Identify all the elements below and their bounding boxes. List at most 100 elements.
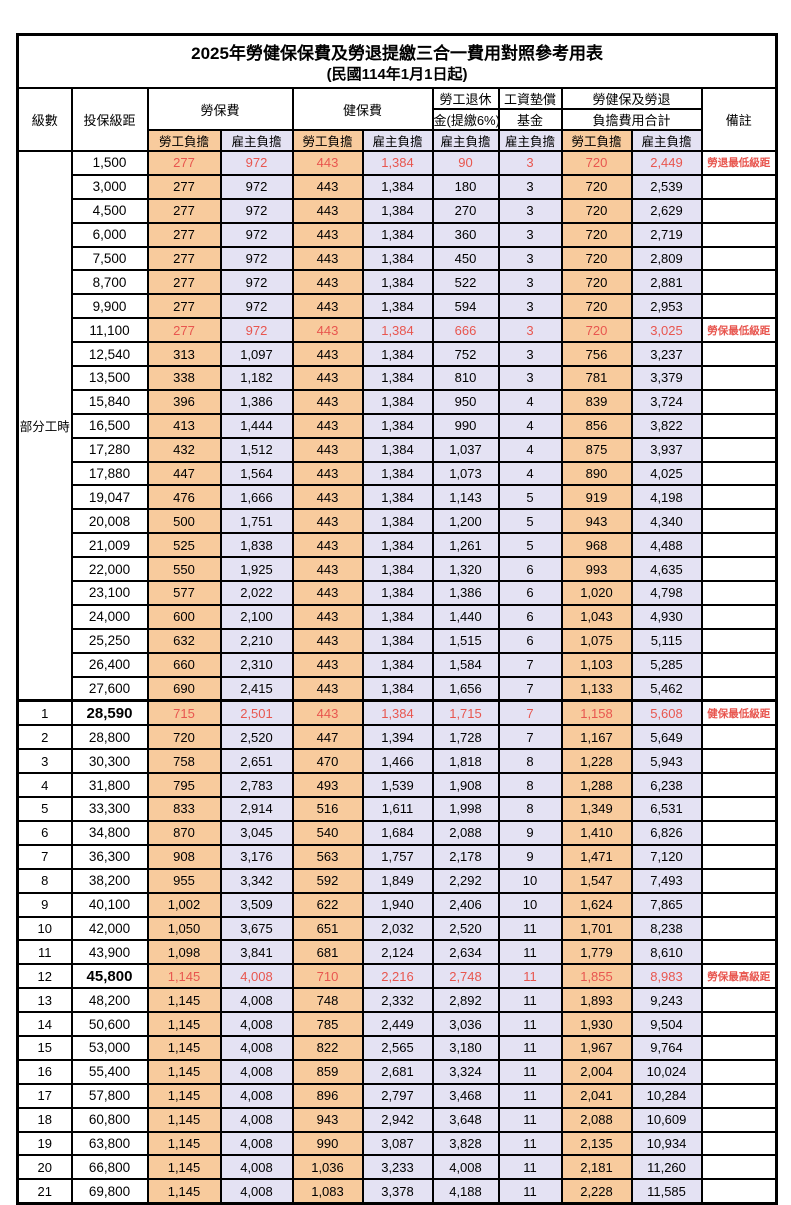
salary-cell: 15,840 xyxy=(70,388,149,415)
table-row: 5 33,300 833 2,914 516 1,611 1,998 8 1,349 6,531 xyxy=(16,796,778,822)
salary-cell: 19,047 xyxy=(70,484,149,511)
wage-fund-employer-cell: 6 xyxy=(497,627,563,654)
health-worker-cell: 443 xyxy=(291,460,364,487)
total-worker-cell: 1,288 xyxy=(560,772,633,799)
remark-cell: 勞保最高級距 xyxy=(700,963,778,990)
health-worker-cell: 710 xyxy=(291,963,364,990)
total-employer-cell: 10,024 xyxy=(630,1058,703,1085)
salary-cell: 3,000 xyxy=(70,173,149,200)
labor-worker-cell: 955 xyxy=(146,867,222,894)
health-worker-cell: 443 xyxy=(291,173,364,200)
wage-fund-employer-cell: 3 xyxy=(497,197,563,224)
remark-cell xyxy=(700,1154,778,1181)
total-employer-cell: 8,983 xyxy=(630,963,703,990)
labor-worker-cell: 1,145 xyxy=(146,1011,222,1037)
labor-worker-cell: 577 xyxy=(146,580,222,606)
salary-cell: 22,000 xyxy=(70,556,149,583)
total-employer-cell: 3,237 xyxy=(630,341,703,368)
header-pension-line2: 金(提繳6%) xyxy=(431,108,500,131)
table-row: 19,047 476 1,666 443 1,384 1,143 5 919 4,198 xyxy=(18,484,778,511)
health-worker-cell: 540 xyxy=(291,819,364,846)
health-worker-cell: 443 xyxy=(291,293,364,320)
health-employer-cell: 1,394 xyxy=(361,724,434,751)
remark-cell xyxy=(700,1130,778,1157)
health-employer-cell: 2,216 xyxy=(361,963,434,990)
total-worker-cell: 1,410 xyxy=(560,819,633,846)
health-worker-cell: 1,036 xyxy=(291,1154,364,1181)
total-employer-cell: 7,493 xyxy=(630,867,703,894)
health-employer-cell: 1,384 xyxy=(361,317,434,344)
remark-cell xyxy=(700,245,778,272)
pension-employer-cell: 2,292 xyxy=(431,867,500,894)
pension-employer-cell: 2,088 xyxy=(431,819,500,846)
wage-fund-employer-cell: 11 xyxy=(497,1082,563,1109)
pension-employer-cell: 3,468 xyxy=(431,1082,500,1109)
total-employer-cell: 2,449 xyxy=(630,150,703,176)
wage-fund-employer-cell: 4 xyxy=(497,460,563,487)
table-row: 11 43,900 1,098 3,841 681 2,124 2,634 11 1,779 8,… xyxy=(16,939,778,966)
level-cell: 4 xyxy=(16,772,73,799)
labor-worker-cell: 1,145 xyxy=(146,987,222,1014)
wage-fund-employer-cell: 11 xyxy=(497,1154,563,1181)
total-worker-cell: 756 xyxy=(560,341,633,368)
table-row: 8,700 277 972 443 1,384 522 3 720 2,881 xyxy=(18,269,778,296)
labor-employer-cell: 4,008 xyxy=(219,1082,294,1109)
table-row: 12,540 313 1,097 443 1,384 752 3 756 3,237 xyxy=(18,341,778,368)
labor-worker-cell: 277 xyxy=(146,317,222,344)
health-employer-cell: 1,384 xyxy=(361,173,434,200)
total-employer-cell: 3,822 xyxy=(630,412,703,439)
table-row: 21,009 525 1,838 443 1,384 1,261 5 968 4,488 xyxy=(18,532,778,559)
health-employer-cell: 1,384 xyxy=(361,221,434,248)
total-employer-cell: 4,798 xyxy=(630,580,703,606)
labor-worker-cell: 277 xyxy=(146,293,222,320)
wage-fund-employer-cell: 11 xyxy=(497,939,563,966)
remark-cell xyxy=(700,269,778,296)
labor-employer-cell: 3,342 xyxy=(219,867,294,894)
labor-worker-cell: 525 xyxy=(146,532,222,559)
subheader-labor-worker: 勞工負擔 xyxy=(146,129,222,152)
pension-employer-cell: 3,324 xyxy=(431,1058,500,1085)
remark-cell xyxy=(700,819,778,846)
health-employer-cell: 1,466 xyxy=(361,748,434,775)
wage-fund-employer-cell: 10 xyxy=(497,891,563,918)
table-row: 11,100 277 972 443 1,384 666 3 720 3,025 勞保最低級距 xyxy=(18,317,778,344)
health-worker-cell: 443 xyxy=(291,580,364,606)
pension-employer-cell: 1,715 xyxy=(431,699,500,727)
salary-cell: 9,900 xyxy=(70,293,149,320)
total-worker-cell: 1,547 xyxy=(560,867,633,894)
health-employer-cell: 1,384 xyxy=(361,603,434,630)
health-employer-cell: 2,332 xyxy=(361,987,434,1014)
total-worker-cell: 1,930 xyxy=(560,1011,633,1037)
health-worker-cell: 443 xyxy=(291,508,364,535)
health-worker-cell: 443 xyxy=(291,150,364,176)
labor-worker-cell: 1,002 xyxy=(146,891,222,918)
salary-cell: 53,000 xyxy=(70,1034,149,1061)
labor-worker-cell: 313 xyxy=(146,341,222,368)
health-worker-cell: 516 xyxy=(291,796,364,822)
table-row: 8 38,200 955 3,342 592 1,849 2,292 10 1,547 7,493 xyxy=(16,867,778,894)
header-wage-fund-line2: 基金 xyxy=(497,108,563,131)
wage-fund-employer-cell: 11 xyxy=(497,915,563,942)
level-cell: 19 xyxy=(16,1130,73,1157)
total-worker-cell: 2,228 xyxy=(560,1178,633,1205)
table-row: 27,600 690 2,415 443 1,384 1,656 7 1,133 5,462 xyxy=(18,675,778,703)
table-row: 20,008 500 1,751 443 1,384 1,200 5 943 4,340 xyxy=(18,508,778,535)
health-employer-cell: 2,797 xyxy=(361,1082,434,1109)
level-cell: 21 xyxy=(16,1178,73,1205)
total-employer-cell: 4,930 xyxy=(630,603,703,630)
health-worker-cell: 443 xyxy=(291,412,364,439)
wage-fund-employer-cell: 7 xyxy=(497,724,563,751)
table-row: 6 34,800 870 3,045 540 1,684 2,088 9 1,410 6,826 xyxy=(16,819,778,846)
remark-cell xyxy=(700,508,778,535)
total-employer-cell: 9,764 xyxy=(630,1034,703,1061)
pension-employer-cell: 1,320 xyxy=(431,556,500,583)
wage-fund-employer-cell: 4 xyxy=(497,412,563,439)
pension-employer-cell: 2,892 xyxy=(431,987,500,1014)
header-pension-line1: 勞工退休 xyxy=(431,87,500,110)
health-employer-cell: 1,384 xyxy=(361,532,434,559)
remark-cell xyxy=(700,532,778,559)
salary-cell: 20,008 xyxy=(70,508,149,535)
table-row: 10 42,000 1,050 3,675 651 2,032 2,520 11 1,701 8,… xyxy=(16,915,778,942)
health-employer-cell: 1,384 xyxy=(361,388,434,415)
total-employer-cell: 3,025 xyxy=(630,317,703,344)
